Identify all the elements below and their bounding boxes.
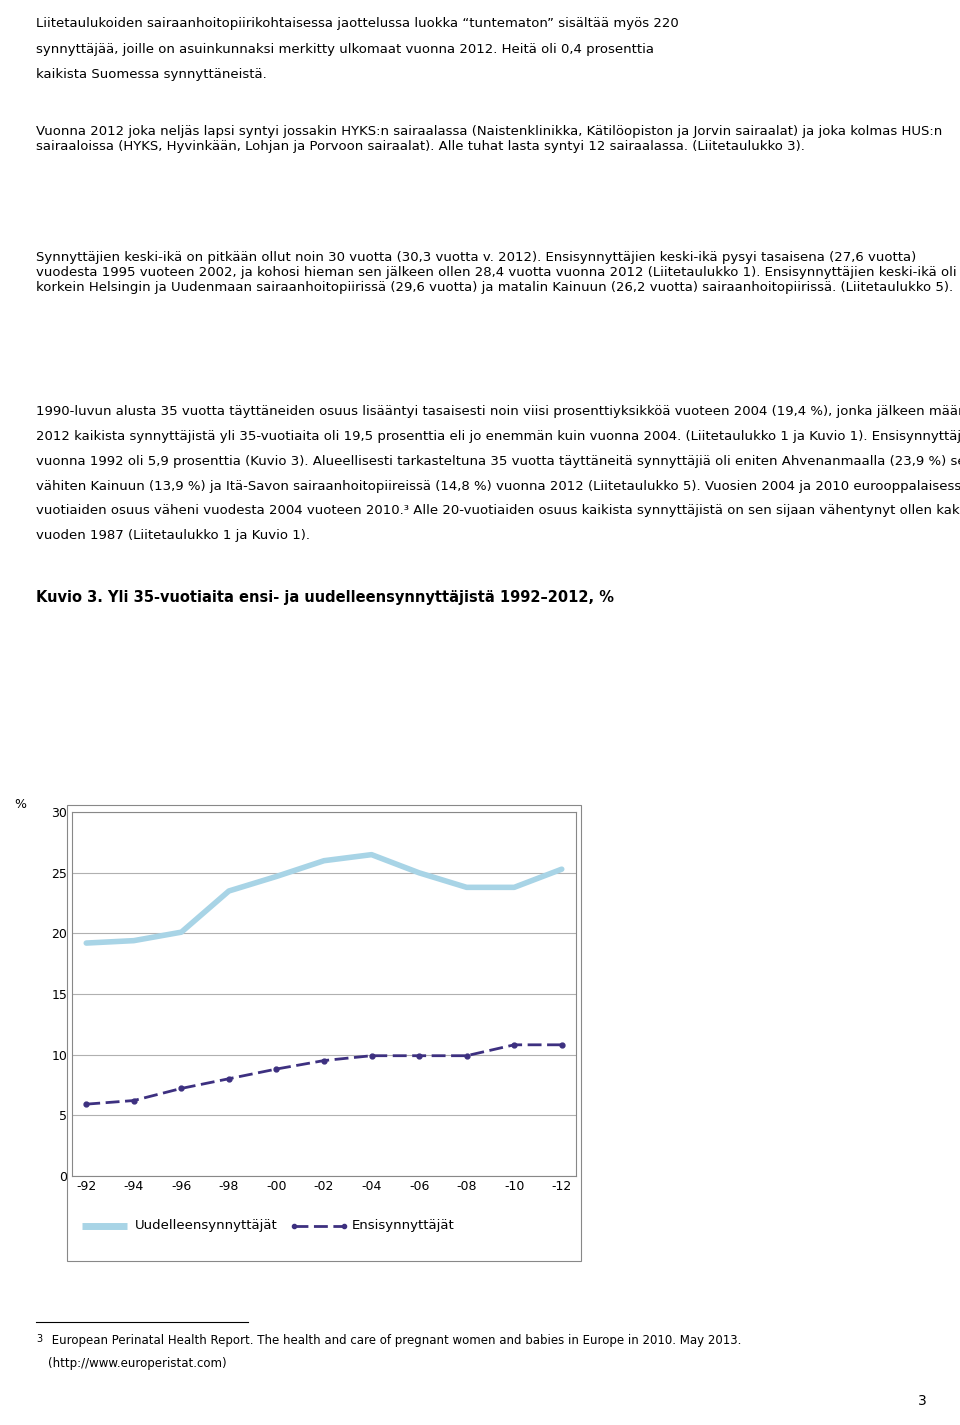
Text: Ensisynnyttäjät: Ensisynnyttäjät <box>351 1218 454 1233</box>
Text: %: % <box>14 798 26 811</box>
Text: kaikista Suomessa synnyttäneistä.: kaikista Suomessa synnyttäneistä. <box>36 68 267 81</box>
Text: 1990-luvun alusta 35 vuotta täyttäneiden osuus lisääntyi tasaisesti noin viisi p: 1990-luvun alusta 35 vuotta täyttäneiden… <box>36 405 960 418</box>
Text: vuoden 1987 (Liitetaulukko 1 ja Kuvio 1).: vuoden 1987 (Liitetaulukko 1 ja Kuvio 1)… <box>36 530 310 543</box>
Text: vuonna 1992 oli 5,9 prosenttia (Kuvio 3). Alueellisesti tarkasteltuna 35 vuotta : vuonna 1992 oli 5,9 prosenttia (Kuvio 3)… <box>36 455 960 467</box>
Text: 3: 3 <box>36 1334 42 1344</box>
Text: 3: 3 <box>918 1394 926 1408</box>
Text: European Perinatal Health Report. The health and care of pregnant women and babi: European Perinatal Health Report. The he… <box>48 1334 741 1347</box>
Text: (http://www.europeristat.com): (http://www.europeristat.com) <box>48 1357 227 1369</box>
Text: Synnyttäjien keski-ikä on pitkään ollut noin 30 vuotta (30,3 vuotta v. 2012). En: Synnyttäjien keski-ikä on pitkään ollut … <box>36 251 957 294</box>
Text: Vuonna 2012 joka neljäs lapsi syntyi jossakin HYKS:n sairaalassa (Naistenklinikk: Vuonna 2012 joka neljäs lapsi syntyi jos… <box>36 125 943 154</box>
Text: 2012 kaikista synnyttäjistä yli 35-vuotiaita oli 19,5 prosenttia eli jo enemmän : 2012 kaikista synnyttäjistä yli 35-vuoti… <box>36 430 960 443</box>
Text: Kuvio 3. Yli 35-vuotiaita ensi- ja uudelleensynnyttäjistä 1992–2012, %: Kuvio 3. Yli 35-vuotiaita ensi- ja uudel… <box>36 590 614 606</box>
Text: Uudelleensynnyttäjät: Uudelleensynnyttäjät <box>135 1218 277 1233</box>
Text: vuotiaiden osuus väheni vuodesta 2004 vuoteen 2010.³ Alle 20-vuotiaiden osuus ka: vuotiaiden osuus väheni vuodesta 2004 vu… <box>36 504 960 517</box>
Text: vähiten Kainuun (13,9 %) ja Itä-Savon sairaanhoitopiireissä (14,8 %) vuonna 2012: vähiten Kainuun (13,9 %) ja Itä-Savon sa… <box>36 480 960 493</box>
Text: synnyttäjää, joille on asuinkunnaksi merkitty ulkomaat vuonna 2012. Heitä oli 0,: synnyttäjää, joille on asuinkunnaksi mer… <box>36 43 655 56</box>
Text: Liitetaulukoiden sairaanhoitopiirikohtaisessa jaottelussa luokka “tuntematon” si: Liitetaulukoiden sairaanhoitopiirikohtai… <box>36 17 680 30</box>
